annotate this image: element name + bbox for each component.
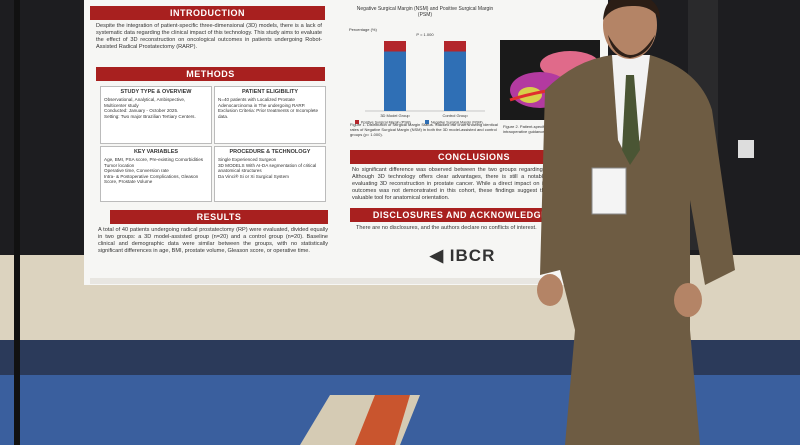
section-text: A total of 40 patients undergoing radica… [98, 227, 328, 254]
section-heading: INTRODUCTION [90, 6, 325, 20]
logo: ◀ IBCR [430, 246, 496, 265]
box-line: Tumor location [104, 162, 135, 168]
section-heading: DISCLOSURES AND ACKNOWLEDGMENTS [350, 208, 598, 222]
figure-caption: Figure 1. Distribution of Surgical Margi… [350, 122, 498, 137]
chart-ylabel: Percentage (%) [349, 27, 377, 32]
method-box: PROCEDURE & TECHNOLOGY Single Experience… [214, 146, 326, 202]
bar-segment [444, 51, 466, 111]
method-box: PATIENT ELIGIBILITY N=40 patients with L… [214, 86, 326, 144]
bar-segment [384, 41, 406, 52]
box-line: Intra- & Postoperative Complications, Gl… [104, 173, 199, 185]
box-title: PROCEDURE & TECHNOLOGY [229, 149, 311, 155]
box-title: KEY VARIABLES [133, 149, 179, 155]
box-line: Observational, Analytical, Ambispective,… [104, 97, 186, 108]
chart-title: Negative Surgical Margin (NSM) and Posit… [356, 6, 494, 18]
legend-swatch [355, 120, 359, 124]
box-line: 3D MODELS With AI-DA segmentation of cri… [218, 162, 317, 174]
x-tick-label: Control Group [442, 113, 468, 118]
p-value: P = 1.000 [416, 32, 434, 37]
bar-segment [444, 41, 466, 52]
method-box: STUDY TYPE & OVERVIEW Observational, Ana… [100, 86, 212, 144]
logo-text: IBCR [449, 246, 496, 265]
bar-segment [384, 51, 406, 111]
method-box: KEY VARIABLES Age, BMI, PSA score, Pre-e… [100, 146, 212, 202]
box-line: Exclusion Criteria: Prior treatments or … [218, 108, 319, 119]
box-line: Age, BMI, PSA score, Pre-existing Comorb… [104, 157, 204, 162]
legend-label: Positive Surgical Margin (PSM) [361, 121, 411, 125]
box-line: Da Vinci® Si or Xi Surgical System [218, 173, 289, 179]
section-text: No significant difference was observed b… [352, 167, 598, 201]
box-line: Operative time, Conversion rate [104, 168, 169, 174]
box-line: Setting: Two major Brazilian Tertiary Ce… [104, 113, 196, 119]
mini-chart: Percentage (%) P = 1.000 3D Model Group C… [349, 27, 485, 125]
box-line: Single Experienced Surgeon [218, 157, 277, 162]
legend-label: Negative Surgical Margin (NSM) [431, 121, 483, 125]
section-heading: RESULTS [110, 210, 328, 224]
section-heading: CONCLUSIONS [350, 150, 598, 164]
box-title: PATIENT ELIGIBILITY [241, 89, 299, 95]
section-text: Despite the integration of patient-speci… [96, 23, 322, 50]
x-tick-label: 3D Model Group [380, 113, 410, 118]
box-line: N=40 patients with Localized Prostate Ad… [218, 97, 306, 108]
section-heading: METHODS [96, 67, 325, 81]
section-text: There are no disclosures, and the author… [356, 225, 537, 231]
box-title: STUDY TYPE & OVERVIEW [120, 89, 192, 95]
legend-swatch [425, 120, 429, 124]
box-line: Conducted: January - October 2025. [104, 108, 179, 114]
